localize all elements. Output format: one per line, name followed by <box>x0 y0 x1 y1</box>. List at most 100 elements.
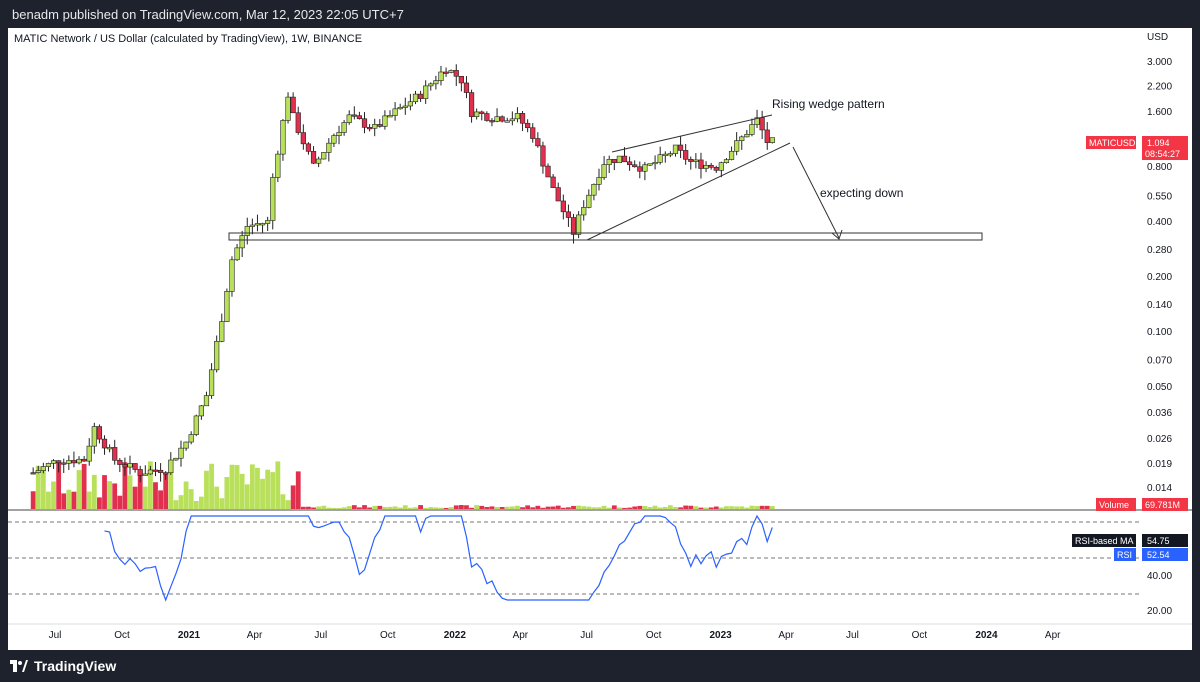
candle-body <box>688 158 694 162</box>
candle-body <box>407 101 413 107</box>
tradingview-logo[interactable]: TradingView <box>10 658 116 674</box>
volume-bar <box>708 507 714 509</box>
candle-body <box>463 82 470 93</box>
candle-body <box>270 177 276 221</box>
chart-canvas[interactable]: MATIC Network / US Dollar (calculated by… <box>0 0 1200 650</box>
volume-bar <box>132 486 138 509</box>
candle-body <box>173 457 179 461</box>
volume-bar <box>142 486 148 509</box>
volume-bar <box>56 462 62 509</box>
candle-body <box>178 447 184 459</box>
candle-body <box>193 415 199 435</box>
volume-bar <box>377 505 383 509</box>
volume-bar <box>423 507 429 509</box>
price-tick-label: 1.600 <box>1147 107 1172 118</box>
footer-brand: TradingView <box>34 658 117 674</box>
rsi-tick-20: 20.00 <box>1147 606 1172 617</box>
volume-bar <box>744 507 750 509</box>
candle-body <box>489 120 495 123</box>
candle-body <box>71 460 77 464</box>
volume-bar <box>275 461 281 509</box>
candle-body <box>723 159 730 163</box>
expect-arrow <box>792 146 840 239</box>
candle-body <box>637 166 643 172</box>
chart-frame <box>8 28 1192 650</box>
candle-body <box>35 470 41 473</box>
rsi-ma-label: RSI-based MA <box>1075 536 1134 546</box>
volume-bar <box>219 498 225 509</box>
volume-bar <box>611 505 617 509</box>
volume-bar <box>300 506 306 509</box>
candle-body <box>606 159 612 165</box>
candle-body <box>601 164 607 178</box>
candle-body <box>107 447 113 450</box>
volume-badge-label: Volume <box>1099 500 1129 510</box>
volume-bar <box>91 474 97 509</box>
candle-body <box>581 207 587 216</box>
candle-body <box>219 321 225 342</box>
volume-bar <box>306 506 311 509</box>
candle-body <box>672 144 679 154</box>
volume-bar <box>239 473 245 509</box>
volume-bar <box>443 507 449 509</box>
publisher-bar: benadm published on TradingView.com, Mar… <box>0 0 1200 28</box>
volume-bar <box>632 506 638 509</box>
expect-arrowhead <box>831 229 843 240</box>
candle-body <box>285 96 291 121</box>
candle-body <box>214 341 220 371</box>
candle-body <box>224 291 230 322</box>
volume-bar <box>576 505 582 509</box>
candle-body <box>683 150 689 160</box>
candle-body <box>305 143 312 152</box>
volume-bar <box>86 491 92 509</box>
candle-body <box>341 122 347 133</box>
candle-body <box>244 226 250 236</box>
volume-bar <box>357 507 362 509</box>
volume-bar <box>560 507 566 509</box>
candle-body <box>336 132 342 136</box>
volume-bar <box>535 505 541 509</box>
time-tick-label: Apr <box>778 630 794 641</box>
candle-body <box>713 166 719 171</box>
volume-bar <box>204 470 209 509</box>
tradingview-logo-icon <box>10 660 28 672</box>
wedge-upper-line <box>611 114 773 153</box>
candle-body <box>698 159 704 169</box>
candle-body <box>372 124 378 129</box>
candle-body <box>265 220 271 224</box>
candle-body <box>652 161 658 165</box>
candle-body <box>275 153 281 178</box>
candle-body <box>621 155 628 163</box>
candle-body <box>458 75 464 84</box>
volume-bar <box>97 497 102 509</box>
volume-bar <box>764 505 770 509</box>
volume-bar <box>754 506 760 509</box>
candle-body <box>137 469 143 476</box>
price-tick-label: 0.280 <box>1147 245 1172 256</box>
volume-bar <box>193 500 199 509</box>
time-axis: Jul Oct 2021 Apr Jul Oct 2022 Apr Jul Oct 2023 Apr J… <box>49 630 1062 641</box>
candle-body <box>351 114 357 117</box>
candle-body <box>611 159 617 163</box>
candle-body <box>229 259 235 292</box>
volume-bar <box>351 505 357 509</box>
volume-bar <box>341 507 347 509</box>
candle-body <box>412 93 419 103</box>
candle-body <box>101 438 108 449</box>
volume-bar <box>382 506 388 509</box>
candle-body <box>188 434 194 443</box>
time-tick-label: 2024 <box>975 630 998 641</box>
candle-body <box>208 369 215 396</box>
candle-body <box>647 163 653 166</box>
candle-body <box>519 113 526 124</box>
time-tick-label: Apr <box>247 630 263 641</box>
candle-body <box>718 162 724 171</box>
candle-body <box>514 113 521 120</box>
volume-bar <box>734 506 740 509</box>
volume-bar <box>515 505 520 509</box>
candle-body <box>56 460 62 464</box>
volume-bar <box>428 507 434 509</box>
candle-body <box>356 115 363 120</box>
volume-bar <box>117 495 123 509</box>
candle-body <box>234 247 240 261</box>
